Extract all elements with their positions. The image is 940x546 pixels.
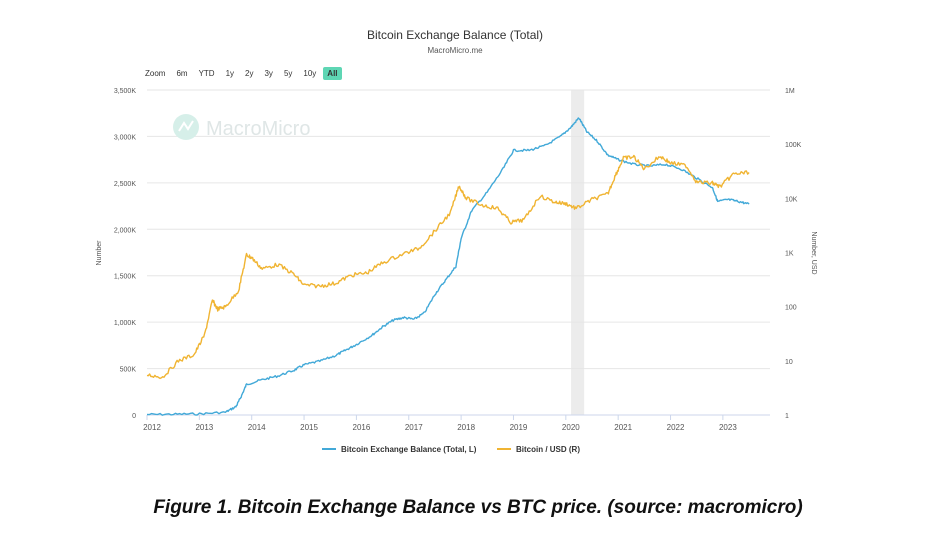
x-tick-label: 2022 [667, 423, 685, 432]
x-tick-label: 2019 [510, 423, 528, 432]
legend: Bitcoin Exchange Balance (Total, L) Bitc… [322, 445, 580, 454]
zoom-label: Zoom [145, 68, 166, 78]
shaded-region [571, 90, 585, 415]
y-tick-label-left: 3,500K [114, 88, 137, 95]
y-tick-label-right: 10 [785, 359, 793, 366]
zoom-6m-button[interactable]: 6m [176, 68, 188, 78]
y-tick-label-right: 1M [785, 88, 795, 95]
legend-label-price[interactable]: Bitcoin / USD (R) [516, 445, 580, 454]
zoom-1y-button[interactable]: 1y [225, 68, 235, 78]
figure-caption: Figure 1. Bitcoin Exchange Balance vs BT… [153, 497, 803, 518]
y-axis-right-title: Number, USD [810, 231, 817, 274]
legend-label-balance[interactable]: Bitcoin Exchange Balance (Total, L) [341, 445, 477, 454]
x-tick-label: 2012 [143, 423, 161, 432]
y-tick-label-left: 3,000K [114, 134, 137, 141]
y-tick-label-left: 1,500K [114, 274, 137, 281]
x-tick-label: 2021 [614, 423, 632, 432]
x-tick-label: 2018 [457, 423, 475, 432]
y-tick-label-right: 100K [785, 142, 802, 149]
macromicro-logo-mark [178, 120, 194, 132]
y-axis-left-title: Number [96, 240, 103, 266]
chart-title: Bitcoin Exchange Balance (Total) [366, 28, 544, 42]
chart-subtitle: MacroMicro.me [427, 46, 483, 55]
y-tick-label-left: 2,000K [114, 227, 137, 234]
series-line-btc-price [146, 154, 750, 380]
y-tick-label-right: 1 [785, 413, 789, 420]
y-tick-label-right: 10K [785, 196, 798, 203]
y-tick-label-right: 100 [785, 305, 797, 312]
x-tick-label: 2023 [719, 423, 737, 432]
zoom-all-button[interactable]: All [323, 66, 342, 80]
zoom-5y-button[interactable]: 5y [283, 68, 293, 78]
series-line-exchange-balance [146, 117, 750, 416]
zoom-3y-button[interactable]: 3y [264, 68, 273, 78]
y-tick-label-left: 500K [120, 367, 137, 374]
x-tick-label: 2016 [353, 423, 371, 432]
x-tick-label: 2014 [248, 423, 266, 432]
zoom-ytd-button[interactable]: YTD [198, 68, 215, 78]
y-tick-label-left: 2,500K [114, 181, 137, 188]
x-tick-label: 2020 [562, 423, 580, 432]
zoom-bar: Zoom 6m YTD 1y 2y 3y 5y 10y All [145, 66, 345, 80]
x-tick-label: 2015 [300, 423, 318, 432]
y-tick-label-left: 1,000K [114, 320, 137, 327]
y-tick-label-left: 0 [132, 413, 136, 420]
y-tick-label-right: 1K [785, 251, 794, 258]
zoom-2y-button[interactable]: 2y [245, 68, 254, 78]
zoom-10y-button[interactable]: 10y [303, 68, 317, 78]
watermark-text: MacroMicro [206, 118, 310, 140]
x-tick-label: 2013 [195, 423, 213, 432]
x-tick-label: 2017 [405, 423, 423, 432]
chart-svg: MacroMicro 0 500K 1,000K 1,500K 2,000K 2,500K… [96, 88, 817, 454]
